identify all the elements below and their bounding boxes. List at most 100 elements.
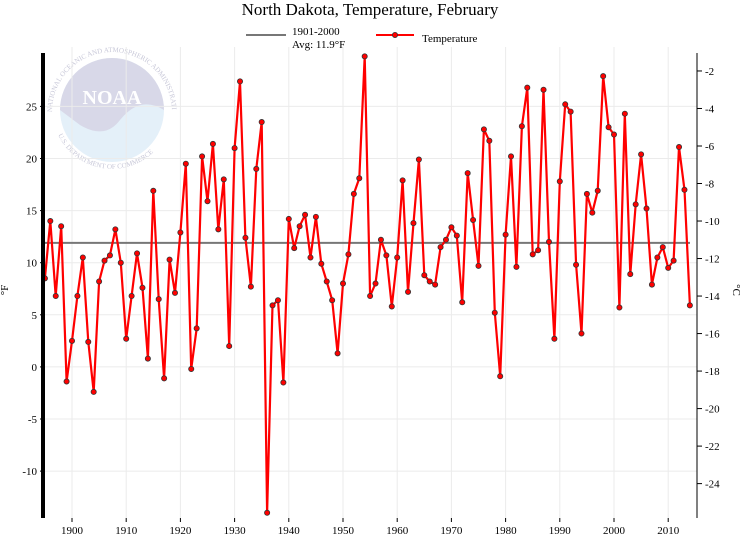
data-point-1925: [204, 198, 211, 205]
noaa-logo-watermark: NOAA NATIONAL OCEANIC AND ATMOSPHERIC AD…: [0, 0, 178, 171]
x-tick-label: 1910: [115, 525, 138, 537]
data-point-2012: [676, 144, 683, 151]
data-point-2010: [665, 264, 672, 271]
data-point-1942: [296, 223, 303, 230]
data-point-1955: [367, 293, 374, 300]
data-point-1989: [551, 335, 558, 342]
data-point-1929: [226, 343, 233, 350]
data-point-1911: [128, 293, 135, 300]
data-point-1972: [459, 299, 466, 306]
y-tick-label: -10: [22, 466, 37, 478]
data-point-1906: [101, 257, 108, 264]
y-right-tick-label: -2: [705, 66, 714, 78]
data-point-1961: [399, 177, 406, 184]
data-point-1973: [464, 170, 471, 177]
x-tick-label: 1970: [440, 525, 463, 537]
data-point-1966: [426, 278, 433, 285]
data-point-1939: [280, 379, 287, 386]
data-point-1954: [361, 53, 368, 60]
y-right-tick-label: -10: [705, 216, 720, 228]
axes: 1900 1910 1920 1930 1940 1950 1960 1970 1980 1990…: [22, 53, 720, 537]
data-point-1936: [264, 509, 271, 516]
data-point-1912: [134, 250, 141, 257]
data-point-1896: [47, 218, 54, 225]
data-point-1988: [545, 238, 552, 245]
data-point-1944: [307, 254, 314, 261]
data-point-1946: [318, 260, 325, 267]
data-point-1948: [329, 297, 336, 304]
data-point-1978: [491, 309, 498, 316]
data-point-2009: [659, 244, 666, 251]
data-point-1993: [573, 261, 580, 268]
data-point-1971: [453, 232, 460, 239]
y-tick-label: 10: [26, 258, 38, 270]
data-point-1984: [524, 84, 531, 91]
y-tick-label: 0: [32, 362, 38, 374]
y-tick-label: 15: [26, 206, 38, 218]
x-tick-label: 1900: [61, 525, 84, 537]
x-tick-label: 1940: [278, 525, 301, 537]
data-point-1994: [578, 330, 585, 337]
data-point-1898: [58, 223, 65, 230]
chart-title: North Dakota, Temperature, February: [242, 0, 499, 19]
data-point-1958: [383, 252, 390, 259]
data-point-1900: [69, 337, 76, 344]
y-axis-label-right: °C: [730, 284, 740, 296]
data-point-1999: [605, 124, 612, 131]
data-point-1937: [269, 302, 276, 309]
data-point-1979: [497, 373, 504, 380]
y-right-tick-label: -8: [705, 179, 715, 191]
data-point-1920: [177, 229, 184, 236]
data-point-1908: [112, 226, 119, 233]
data-point-1950: [339, 280, 346, 287]
y-right-tick-label: -16: [705, 329, 720, 341]
data-point-1917: [161, 375, 168, 382]
data-point-1987: [540, 86, 547, 93]
data-point-1957: [377, 236, 384, 243]
data-point-1965: [421, 272, 428, 279]
data-point-1960: [394, 254, 401, 261]
y-tick-label: 20: [26, 153, 38, 165]
x-tick-label: 1950: [332, 525, 355, 537]
data-point-1922: [188, 365, 195, 372]
data-point-2013: [681, 186, 688, 193]
data-point-1998: [600, 73, 607, 80]
data-point-1953: [356, 175, 363, 182]
x-tick-label: 1990: [549, 525, 572, 537]
data-point-1910: [123, 335, 130, 342]
data-point-1932: [242, 234, 249, 241]
data-point-1913: [139, 284, 146, 291]
y-right-tick-label: -6: [705, 141, 715, 153]
data-point-1947: [323, 278, 330, 285]
data-point-1903: [85, 338, 92, 345]
data-point-1938: [274, 297, 281, 304]
data-point-1959: [388, 303, 395, 310]
grid: [44, 47, 697, 518]
data-point-2000: [611, 131, 618, 138]
data-point-1956: [372, 280, 379, 287]
y-tick-label: 5: [32, 310, 38, 322]
legend-average-label-2: Avg: 11.9°F: [292, 39, 345, 51]
legend-temperature-label: Temperature: [422, 33, 478, 45]
data-point-2005: [638, 151, 645, 158]
data-point-1909: [117, 259, 124, 266]
data-point-1943: [302, 211, 309, 218]
data-point-1977: [486, 137, 493, 144]
data-point-1931: [237, 78, 244, 85]
data-point-1941: [291, 245, 298, 252]
data-point-1897: [52, 293, 59, 300]
x-tick-label: 1980: [495, 525, 518, 537]
data-point-1928: [220, 176, 227, 183]
data-point-1933: [247, 283, 254, 290]
data-point-1975: [475, 262, 482, 269]
data-point-1924: [199, 153, 206, 160]
data-point-1902: [79, 254, 86, 261]
data-point-1915: [150, 187, 157, 194]
data-point-2011: [670, 257, 677, 264]
data-point-1919: [171, 289, 178, 296]
y-right-tick-label: -22: [705, 441, 720, 453]
y-tick-label: -5: [28, 414, 38, 426]
data-point-1934: [253, 165, 260, 172]
x-tick-label: 2010: [657, 525, 680, 537]
data-point-1976: [480, 126, 487, 133]
